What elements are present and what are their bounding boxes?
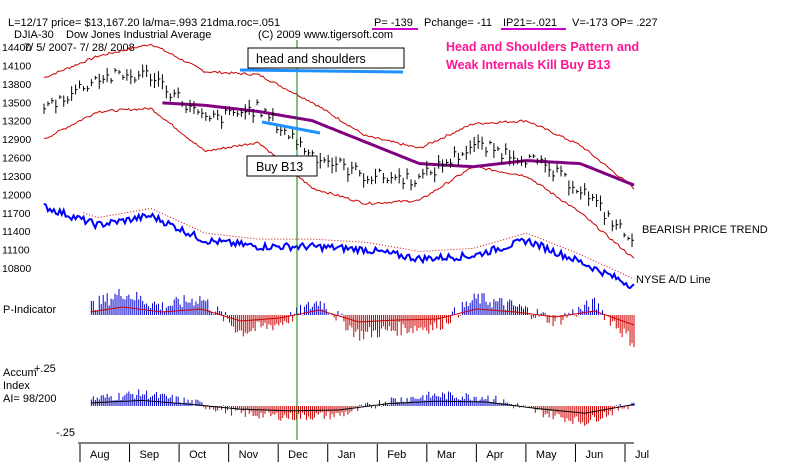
copyright: (C) 2009 www.tigersoft.com [258, 29, 393, 41]
x-month-label: Apr [486, 449, 503, 461]
lower-band-line [43, 107, 635, 259]
bearish-trend-label: BEARISH PRICE TREND [642, 224, 768, 236]
y-tick-label: 12600 [2, 153, 31, 165]
minus-level-label: -.25 [56, 427, 75, 439]
price-bars-layer [43, 64, 635, 248]
y-tick-label: 13200 [2, 116, 31, 128]
x-month-label: Dec [288, 449, 308, 461]
y-tick-label: 11700 [2, 208, 31, 220]
ad-line-label: NYSE A/D Line [636, 274, 711, 286]
y-tick-label: 12000 [2, 189, 31, 201]
header-v-op: V=-173 OP= .227 [572, 17, 658, 29]
ad-line-ma [83, 208, 635, 280]
x-month-label: Jan [338, 449, 356, 461]
accum-index-layer [90, 389, 635, 426]
x-month-label: Oct [189, 449, 206, 461]
y-tick-label: 12300 [2, 171, 31, 183]
plus-level-label: +.25 [34, 363, 56, 375]
x-month-label: Aug [90, 449, 110, 461]
ma-band-layer [43, 43, 635, 259]
p-indicator-label: P-Indicator [3, 304, 57, 316]
annotation-title-line2: Weak Internals Kill Buy B13 [446, 58, 610, 72]
x-month-label: May [536, 449, 557, 461]
x-month-label: Sep [140, 449, 160, 461]
x-month-label: Jul [635, 449, 649, 461]
accum-index-ma [91, 399, 635, 414]
index-label: Index [3, 380, 30, 392]
y-tick-label: 13500 [2, 97, 31, 109]
buy-b13-box [246, 155, 318, 177]
y-tick-label: 13800 [2, 79, 31, 91]
x-month-label: Mar [437, 449, 456, 461]
ai-value-label: AI= 98/200 [3, 393, 57, 405]
header-p-value: P= -139 [374, 17, 413, 29]
header-line1: L=12/17 price= $13,167.20 la/ma=.993 21d… [8, 17, 280, 29]
y-tick-label: 12900 [2, 134, 31, 146]
x-axis-months: Aug Sep Oct Nov Dec Jan Feb Mar Apr May Jun Jul [79, 444, 649, 462]
y-tick-label: 14100 [2, 60, 31, 72]
index-name: Dow Jones Industrial Average [66, 29, 211, 41]
head-shoulders-box [247, 47, 405, 69]
y-tick-label: 10800 [2, 263, 31, 275]
x-month-label: Nov [239, 449, 259, 461]
buy-b13-label: Buy B13 [256, 160, 303, 174]
p-indicator-ma [91, 306, 635, 326]
ad-line-layer [43, 202, 635, 290]
accum-label: Accum [3, 367, 37, 379]
ad-line [43, 202, 635, 290]
head-shoulders-label: head and shoulders [256, 52, 366, 66]
x-month-label: Feb [387, 449, 406, 461]
head-shoulders-underline [239, 68, 404, 74]
y-tick-label: 11400 [2, 226, 31, 238]
neckline [261, 120, 321, 135]
header-pchange: Pchange= -11 [424, 17, 492, 29]
upper-band-line [43, 43, 635, 190]
y-axis-ticks: 14400 14100 13800 13500 13200 12900 12600 12300… [2, 42, 31, 275]
y-tick-label: 11100 [2, 245, 30, 257]
header-ip21: IP21=-.021 [503, 17, 557, 29]
date-range: 7/ 5/ 2007- 7/ 28/ 2008 [24, 42, 135, 54]
x-month-label: Jun [585, 449, 603, 461]
p-indicator-layer [90, 288, 635, 348]
symbol-label: DJIA-30 [14, 29, 54, 41]
y-tick-label: 14400 [2, 42, 31, 54]
annotation-title-line1: Head and Shoulders Pattern and [446, 40, 639, 54]
